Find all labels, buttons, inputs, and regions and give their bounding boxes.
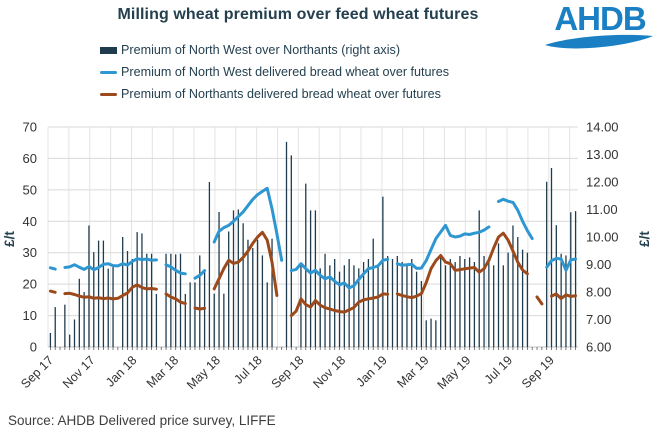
svg-text:£/t: £/t <box>637 231 652 247</box>
svg-text:May 18: May 18 <box>184 353 223 392</box>
svg-text:Mar 19: Mar 19 <box>394 353 431 390</box>
svg-text:40: 40 <box>23 214 37 229</box>
svg-text:Jul 18: Jul 18 <box>231 353 265 387</box>
svg-text:14.00: 14.00 <box>586 120 619 135</box>
svg-text:0: 0 <box>30 340 37 355</box>
svg-text:Sep 19: Sep 19 <box>519 353 557 391</box>
svg-text:Sep 17: Sep 17 <box>18 353 56 391</box>
svg-text:Mar 18: Mar 18 <box>144 353 181 390</box>
svg-text:9.00: 9.00 <box>586 257 611 272</box>
svg-text:70: 70 <box>23 120 37 135</box>
line-swatch-icon <box>100 70 117 74</box>
svg-text:11.00: 11.00 <box>586 202 618 217</box>
svg-text:50: 50 <box>23 182 37 197</box>
line-swatch-icon <box>100 92 117 96</box>
svg-text:30: 30 <box>23 245 37 260</box>
svg-text:13.00: 13.00 <box>586 147 619 162</box>
svg-text:Jan 18: Jan 18 <box>103 353 139 389</box>
svg-text:12.00: 12.00 <box>586 175 619 190</box>
source-note: Source: AHDB Delivered price survey, LIF… <box>8 413 276 428</box>
ahdb-logo-text: AHDB <box>554 0 646 37</box>
svg-text:10: 10 <box>23 308 37 323</box>
legend-item-northants-line: Premium of Northants delivered bread whe… <box>100 83 449 105</box>
legend-item-bars: Premium of North West over Northants (ri… <box>100 39 449 61</box>
chart-title: Milling wheat premium over feed wheat fu… <box>117 6 479 23</box>
bar-swatch-icon <box>100 46 117 54</box>
ahdb-logo-wave-icon <box>545 34 653 49</box>
svg-text:Jan 19: Jan 19 <box>354 353 390 389</box>
legend-label: Premium of North West delivered bread wh… <box>121 65 450 79</box>
svg-text:Nov 17: Nov 17 <box>60 353 98 391</box>
ahdb-logo: AHDB <box>544 2 656 53</box>
legend-label: Premium of Northants delivered bread whe… <box>121 87 441 101</box>
svg-text:60: 60 <box>23 151 37 166</box>
svg-text:20: 20 <box>23 277 37 292</box>
svg-text:£/t: £/t <box>2 231 17 247</box>
legend-item-northwest-line: Premium of North West delivered bread wh… <box>100 61 449 83</box>
svg-text:May 19: May 19 <box>435 353 474 392</box>
svg-text:8.00: 8.00 <box>586 285 611 300</box>
svg-text:Nov 18: Nov 18 <box>310 353 348 391</box>
svg-text:10.00: 10.00 <box>586 230 619 245</box>
svg-text:6.00: 6.00 <box>586 340 611 355</box>
svg-text:Jul 19: Jul 19 <box>482 353 516 387</box>
svg-text:Sep 18: Sep 18 <box>269 353 307 391</box>
legend-label: Premium of North West over Northants (ri… <box>121 43 401 57</box>
legend: Premium of North West over Northants (ri… <box>100 39 449 105</box>
svg-text:7.00: 7.00 <box>586 312 611 327</box>
